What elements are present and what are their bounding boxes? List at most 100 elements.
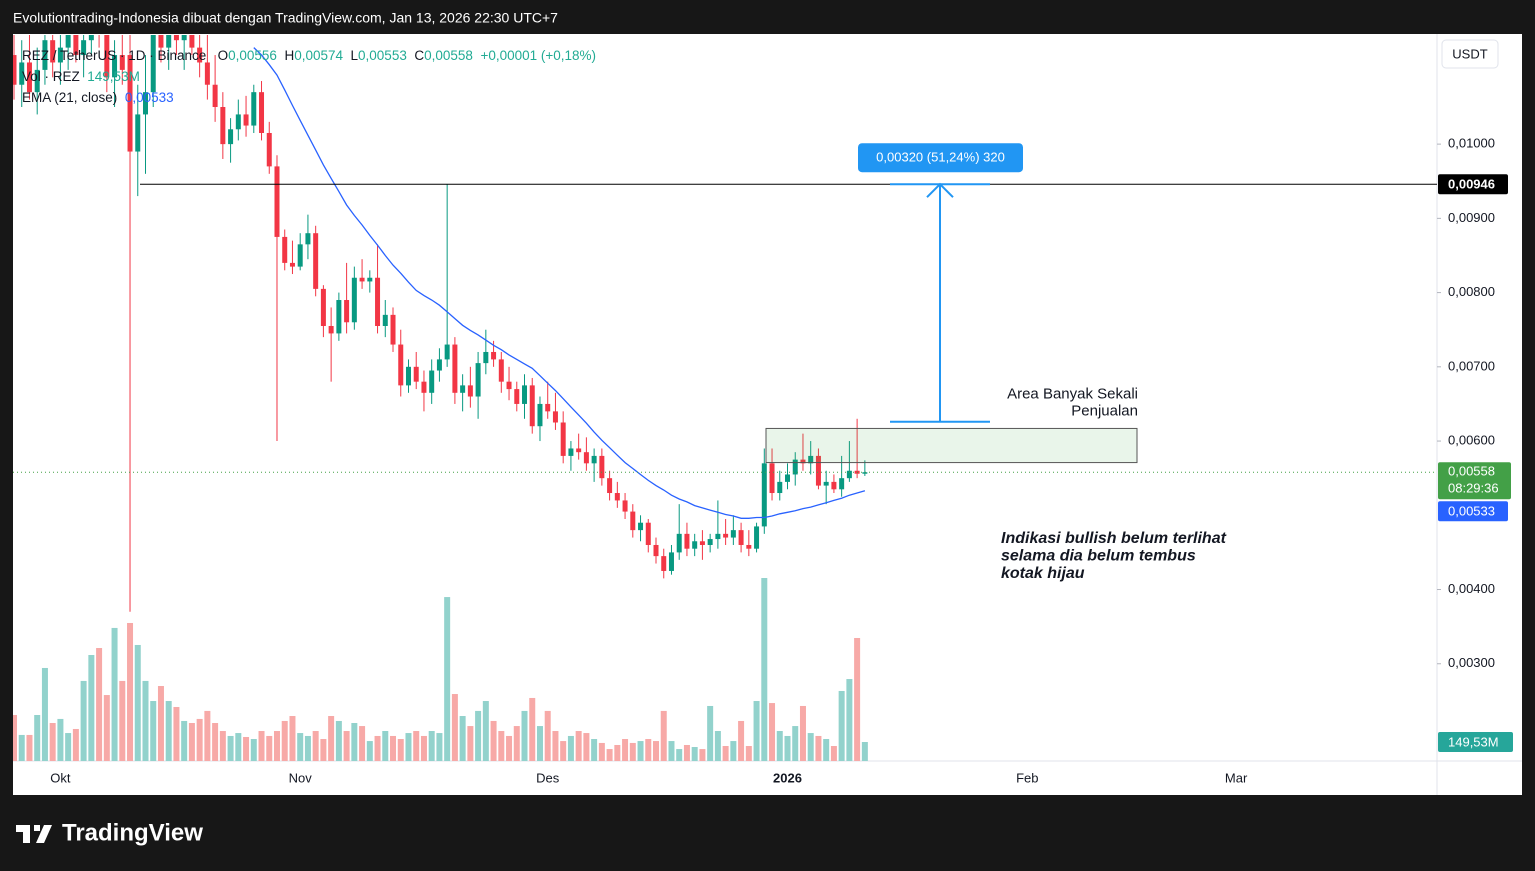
candle-body: [483, 351, 489, 364]
hline-price-label: 0,00946: [1448, 177, 1495, 192]
volume-bar: [119, 680, 126, 761]
currency-box[interactable]: [1441, 39, 1499, 69]
candle-body: [444, 344, 450, 360]
candle-body: [653, 544, 659, 557]
volume-bar: [304, 735, 311, 761]
ema-price-box: [1438, 501, 1508, 522]
volume-bar: [320, 739, 327, 761]
candle-body: [158, 35, 164, 48]
volume-bar: [614, 744, 621, 761]
volume-name: Vol · REZ: [22, 69, 80, 84]
volume-bar: [830, 746, 837, 761]
candle-body: [88, 35, 94, 41]
volume-bar: [467, 726, 474, 761]
volume-bar: [792, 726, 799, 761]
ema-value: 0,00533: [124, 90, 174, 105]
volume-bar: [181, 720, 188, 761]
volume-bar: [328, 716, 335, 761]
candle-body: [777, 481, 783, 494]
volume-bar: [761, 578, 768, 761]
candle-body: [792, 459, 798, 475]
note: selama dia belum tembus: [1001, 548, 1196, 565]
ohlc-key: L: [350, 48, 359, 63]
volume-bar: [622, 739, 629, 761]
candle-body: [506, 381, 512, 390]
volume-bar: [96, 648, 103, 761]
volume-bar: [312, 731, 319, 761]
candle-body: [730, 530, 736, 538]
candle-body: [522, 385, 528, 404]
volume-bar: [289, 716, 296, 761]
last-price-box: [1438, 462, 1511, 500]
volume-bar: [475, 710, 482, 761]
volume-bar: [165, 701, 172, 761]
volume-bar: [41, 667, 48, 761]
ohlc-key: H: [284, 48, 295, 63]
volume-bar: [521, 710, 528, 761]
volume-bar: [459, 716, 466, 761]
candle-body: [738, 530, 744, 545]
candle-body: [228, 129, 234, 145]
volume-bar: [482, 701, 489, 761]
candle-body: [676, 533, 682, 553]
candle-body: [607, 478, 613, 494]
candle-body: [591, 455, 597, 464]
candle-body: [313, 233, 319, 289]
volume-bar: [397, 739, 404, 761]
candle-body: [367, 277, 373, 282]
candle-body: [344, 300, 350, 323]
candle-body: [831, 481, 837, 490]
volume-bar: [266, 735, 273, 761]
volume-bar: [335, 720, 342, 761]
candle-body: [81, 40, 87, 56]
candle-body: [769, 463, 775, 494]
y-tick-label: 0,00400: [1448, 581, 1495, 596]
candle-body: [351, 277, 357, 323]
volume-bar: [72, 728, 79, 761]
candle-body: [467, 385, 473, 397]
countdown: 08:29:36: [1448, 481, 1499, 496]
candle-body: [135, 114, 141, 152]
volume-bar: [575, 731, 582, 761]
volume-bar: [846, 679, 853, 761]
legend-row: EMA (21, close) 0,00533: [22, 87, 596, 108]
candle-body: [800, 459, 806, 464]
candle-body: [599, 455, 605, 479]
volume-bar: [660, 710, 667, 761]
volume-bar: [606, 749, 613, 761]
candle-body: [127, 55, 133, 152]
candle-body: [57, 47, 63, 63]
symbol: REZ / TetherUS · 1D · Binance: [22, 48, 207, 63]
candle-body: [243, 114, 249, 126]
volume-bar: [498, 731, 505, 761]
candle-body: [661, 556, 667, 571]
volume-bar: [57, 718, 64, 761]
volume-bar: [513, 726, 520, 761]
y-tick-label: 0,01000: [1448, 136, 1495, 151]
volume-bar: [807, 733, 814, 761]
volume-bar: [142, 680, 149, 761]
volume-bar: [722, 746, 729, 761]
candle-body: [622, 500, 628, 512]
volume-bar: [676, 749, 683, 761]
candle-body: [181, 35, 187, 41]
candle-body: [204, 62, 210, 85]
volume-bar: [212, 723, 219, 761]
volume-bar: [13, 714, 17, 761]
note: kotak hijau: [1001, 565, 1085, 582]
last-price-label: 0,00558: [1448, 464, 1495, 479]
candle-body: [475, 363, 481, 397]
volume-bar: [297, 733, 304, 761]
candle-body: [761, 463, 767, 527]
candle-body: [460, 385, 466, 393]
volume-bar: [753, 701, 760, 761]
candle-body: [197, 47, 203, 63]
candle-body: [491, 351, 497, 360]
candle-body: [436, 359, 442, 371]
x-tick-label: Des: [536, 770, 560, 785]
volume-bar: [552, 731, 559, 761]
x-tick-label: Mar: [1225, 770, 1248, 785]
candle-body: [382, 314, 388, 326]
